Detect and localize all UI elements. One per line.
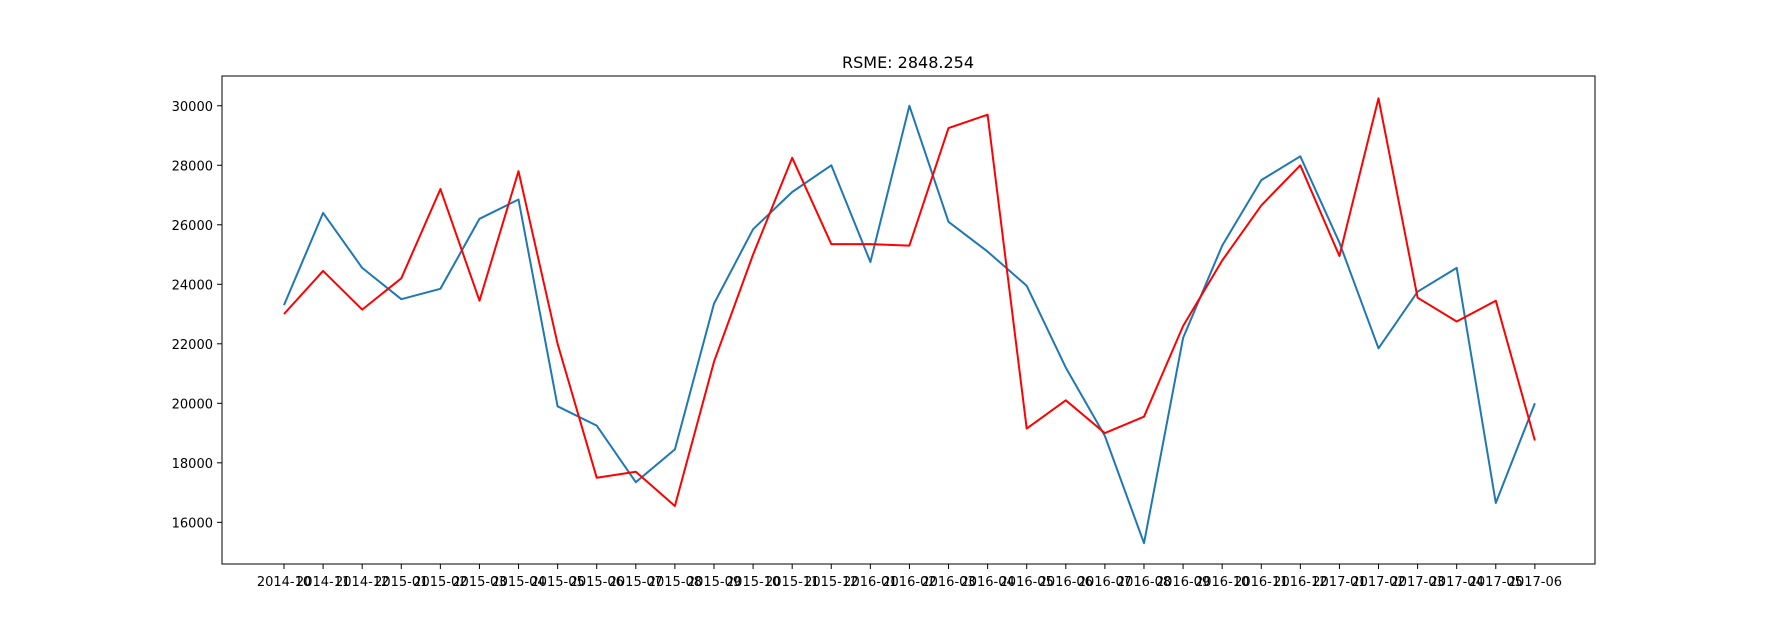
y-tick-label: 18000 bbox=[172, 457, 213, 472]
y-tick-label: 16000 bbox=[172, 516, 213, 531]
y-tick-label: 20000 bbox=[172, 397, 213, 412]
x-tick-label: 2016-02 bbox=[882, 575, 936, 590]
x-tick-label: 2015-05 bbox=[530, 575, 584, 590]
x-tick-label: 2016-12 bbox=[1273, 575, 1327, 590]
x-tick-label: 2016-07 bbox=[1078, 575, 1132, 590]
x-tick-label: 2017-02 bbox=[1351, 575, 1405, 590]
x-tick-label: 2017-03 bbox=[1390, 575, 1444, 590]
y-tick-label: 28000 bbox=[172, 159, 213, 174]
plot-frame bbox=[221, 75, 1596, 565]
x-tick-label: 2017-05 bbox=[1469, 575, 1523, 590]
y-tick-label: 22000 bbox=[172, 338, 213, 353]
x-tick-label: 2016-06 bbox=[1039, 575, 1093, 590]
x-tick-label: 2015-08 bbox=[648, 575, 702, 590]
x-tick-label: 2014-12 bbox=[335, 575, 389, 590]
x-tick-label: 2015-04 bbox=[491, 575, 545, 590]
x-axis: 2014-102014-112014-122015-012015-022015-… bbox=[257, 564, 1562, 590]
x-tick-label: 2016-04 bbox=[960, 575, 1014, 590]
x-tick-label: 2016-11 bbox=[1234, 575, 1288, 590]
x-tick-label: 2016-09 bbox=[1156, 575, 1210, 590]
x-tick-label: 2015-10 bbox=[726, 575, 780, 590]
x-tick-label: 2017-06 bbox=[1508, 575, 1562, 590]
y-tick-label: 26000 bbox=[172, 219, 213, 234]
x-tick-label: 2015-03 bbox=[452, 575, 506, 590]
x-tick-label: 2015-07 bbox=[609, 575, 663, 590]
x-tick-label: 2015-06 bbox=[570, 575, 624, 590]
x-tick-label: 2015-01 bbox=[374, 575, 428, 590]
x-tick-label: 2017-04 bbox=[1430, 575, 1484, 590]
x-tick-label: 2016-01 bbox=[843, 575, 897, 590]
y-axis: 16000 18000 20000 22000 24000 26000 28000 30000 bbox=[172, 100, 222, 531]
x-tick-label: 2016-08 bbox=[1117, 575, 1171, 590]
x-tick-label: 2015-09 bbox=[687, 575, 741, 590]
x-tick-label: 2015-12 bbox=[804, 575, 858, 590]
x-tick-label: 2017-01 bbox=[1312, 575, 1366, 590]
series-line-1 bbox=[283, 97, 1536, 507]
series-line-0 bbox=[283, 104, 1536, 545]
x-tick-label: 2016-05 bbox=[1000, 575, 1054, 590]
y-tick-label: 24000 bbox=[172, 278, 213, 293]
chart-title: RSME: 2848.254 bbox=[842, 53, 974, 72]
x-tick-label: 2014-10 bbox=[257, 575, 311, 590]
x-tick-label: 2015-11 bbox=[765, 575, 819, 590]
x-tick-label: 2016-10 bbox=[1195, 575, 1249, 590]
x-tick-label: 2016-03 bbox=[921, 575, 975, 590]
x-tick-label: 2014-11 bbox=[296, 575, 350, 590]
x-tick-label: 2015-02 bbox=[413, 575, 467, 590]
y-tick-label: 30000 bbox=[172, 100, 213, 115]
